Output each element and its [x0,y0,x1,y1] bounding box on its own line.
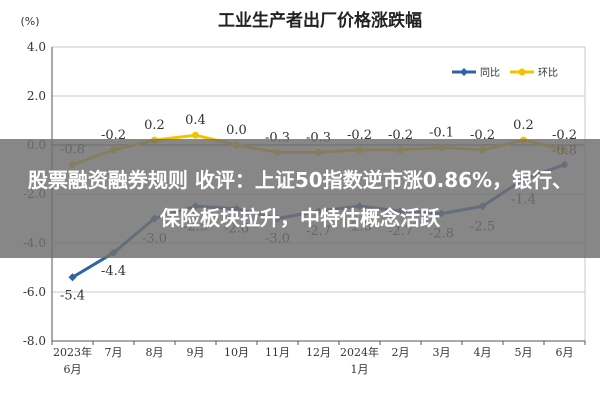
x-tick-label: 11月 [265,346,290,359]
y-tick-label: -8.0 [23,334,46,348]
x-tick-label: 9月 [187,346,205,359]
x-tick-label: 12月 [306,346,331,359]
legend-label-mom: 环比 [538,67,558,79]
x-tick-label: 1月 [351,363,369,376]
x-tick-label: 7月 [105,346,123,359]
x-tick-label: 2024年 [340,345,379,359]
legend-label-yoy: 同比 [480,67,500,79]
x-tick-label: 3月 [433,346,451,359]
y-unit-label: (%) [20,15,39,28]
y-tick-label: 4.0 [27,40,46,54]
mom-data-label: -0.1 [429,125,454,140]
x-tick-label: 10月 [224,346,249,359]
yoy-point [68,273,77,282]
mom-data-label: 0.4 [185,113,206,128]
yoy-data-label: -5.4 [60,288,85,303]
headline-banner[interactable]: 股票融资融券规则 收评：上证50指数逆市涨0.86%，银行、保险板块拉升，中特估… [0,139,600,258]
x-tick-labels: 2023年 6月 7月 8月 9月 10月 11月 12月 2024年 1月 2月 3月 4月 5月 6月 [53,345,574,376]
mom-data-label: 0.0 [226,123,247,138]
x-tick-label: 5月 [515,346,533,359]
mom-point [192,131,199,139]
x-tick-label: 2023年 [53,345,92,359]
legend-marker-yoy [460,68,468,76]
x-tick-label: 2月 [392,346,410,359]
x-tick-label: 4月 [474,346,492,359]
x-tick-label: 8月 [146,346,164,359]
chart-title: 工业生产者出厂价格涨跌幅 [218,10,422,31]
yoy-data-label: -4.4 [101,264,126,279]
y-tick-label: 2.0 [27,89,46,103]
legend: 同比 环比 [452,67,558,79]
x-tick-label: 6月 [64,363,82,376]
mom-data-label: 0.2 [513,118,534,133]
headline-text: 股票融资融券规则 收评：上证50指数逆市涨0.86%，银行、保险板块拉升，中特估… [27,167,573,230]
mom-data-label: 0.2 [144,118,165,133]
legend-marker-mom [518,68,526,76]
y-tick-label: -6.0 [23,285,46,299]
x-tick-label: 6月 [556,346,574,359]
